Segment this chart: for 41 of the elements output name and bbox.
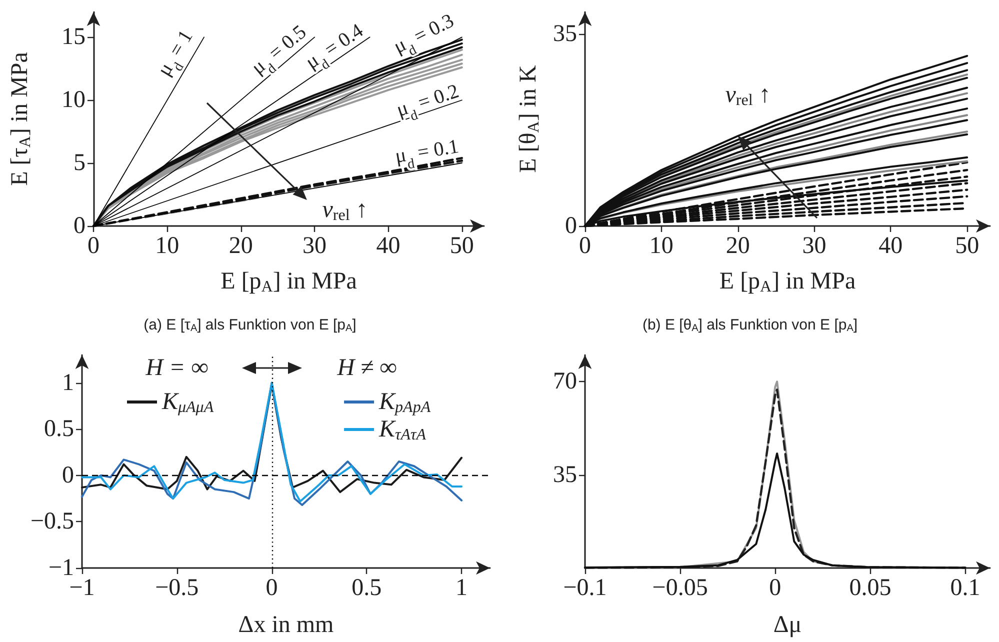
y-tick-label: 0.5 bbox=[44, 416, 74, 442]
text: μ$_{d}$ = 0.3 bbox=[390, 10, 458, 60]
y-tick-label: −1 bbox=[48, 555, 74, 581]
x-axis-title: Δμ bbox=[773, 612, 802, 638]
x-tick-label: 0.1 bbox=[950, 575, 980, 601]
x-tick-label: 20 bbox=[726, 233, 750, 259]
text: μ$_{d}$ = 0.1 bbox=[394, 135, 460, 172]
x-tick-label: 50 bbox=[955, 233, 980, 259]
y-tick-label: −0.5 bbox=[30, 508, 74, 535]
y-tick-label: 35 bbox=[553, 20, 577, 47]
x-tick-label: 20 bbox=[228, 233, 253, 259]
x-tick-label: 30 bbox=[302, 233, 327, 259]
y-tick-label: 5 bbox=[74, 150, 86, 176]
annotation: H ≠ ∞ bbox=[336, 355, 397, 381]
x-tick-label: 0.05 bbox=[849, 575, 892, 601]
y-axis-title: E [θA] in K bbox=[516, 64, 543, 173]
x-tick-label: 0.5 bbox=[352, 575, 382, 601]
x-tick-label: −0.5 bbox=[155, 575, 199, 601]
x-tick-label: 1 bbox=[456, 575, 468, 601]
y-tick-label: 70 bbox=[553, 368, 577, 395]
y-tick-label: 0 bbox=[565, 213, 577, 239]
text: μ$_{d}$ = 0.2 bbox=[394, 80, 462, 124]
x-tick-label: −0.05 bbox=[652, 575, 708, 601]
x-tick-label: 40 bbox=[878, 233, 903, 259]
x-tick-label: 0 bbox=[769, 575, 782, 601]
x-axis-title: Δx in mm bbox=[238, 612, 334, 638]
y-axis-title: E [τA] in MPa bbox=[7, 52, 34, 186]
x-tick-label: 0 bbox=[266, 575, 278, 601]
x-tick-label: 10 bbox=[155, 233, 180, 259]
y-tick-label: 0 bbox=[74, 213, 86, 239]
y-tick-label: 15 bbox=[62, 24, 86, 50]
y-tick-label: 1 bbox=[62, 370, 74, 396]
x-tick-label: 10 bbox=[649, 233, 674, 259]
y-tick-label: 10 bbox=[62, 87, 86, 114]
x-tick-label: 30 bbox=[802, 233, 826, 259]
x-tick-label: 50 bbox=[450, 233, 474, 259]
x-tick-label: 40 bbox=[376, 233, 400, 259]
x-tick-label: −0.1 bbox=[563, 575, 607, 601]
annotation: H = ∞ bbox=[144, 355, 208, 381]
y-tick-label: 35 bbox=[553, 462, 577, 488]
y-tick-label: 0 bbox=[62, 462, 74, 488]
